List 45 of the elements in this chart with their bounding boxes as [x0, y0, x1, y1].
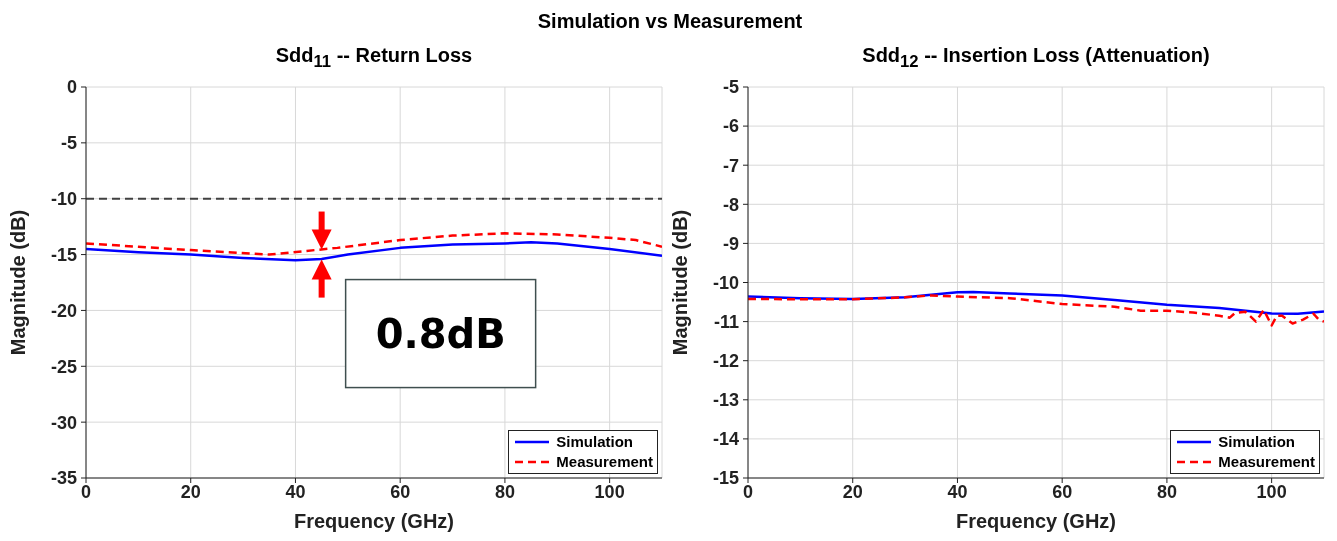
- x-tick-label: 20: [180, 481, 201, 502]
- y-tick-label: -8: [722, 194, 739, 215]
- y-tick-label: -11: [713, 311, 739, 332]
- y-tick-label: -15: [50, 244, 77, 265]
- y-tick-label: -7: [722, 155, 739, 176]
- y-tick-label: -5: [722, 77, 739, 98]
- y-tick-label: -9: [722, 233, 739, 254]
- x-axis-title: Frequency (GHz): [955, 510, 1117, 532]
- chart-title: Sdd$_{12}$ -- Insertion Loss (Attenuation): [861, 44, 1211, 72]
- y-tick-label: -14: [712, 429, 739, 450]
- y-tick-label: -12: [712, 351, 739, 372]
- x-tick-label: 100: [1256, 481, 1287, 502]
- x-tick-label: 40: [947, 481, 968, 502]
- x-tick-label: 0: [80, 481, 92, 502]
- text: Simulation vs Measurement: [536, 10, 804, 33]
- y-tick-label: -30: [50, 412, 77, 433]
- x-tick-label: 60: [1052, 481, 1073, 502]
- legend-label: Measurement: [556, 452, 653, 472]
- x-tick-label: 60: [390, 481, 411, 502]
- legend-label: Measurement: [1218, 452, 1315, 472]
- y-tick-label: -35: [50, 468, 77, 489]
- x-tick-label: 80: [494, 481, 515, 502]
- y-tick-label: -5: [60, 133, 77, 154]
- y-tick-label: -10: [712, 272, 739, 293]
- line-series: [86, 232, 662, 256]
- x-tick-label: 80: [1156, 481, 1177, 502]
- chart-title: Sdd$_{11}$ -- Return Loss: [274, 44, 474, 72]
- y-axis-title: Magnitude (dB): [7, 209, 30, 356]
- legend-label: Simulation: [1218, 432, 1295, 452]
- y-tick-label: -6: [722, 116, 739, 137]
- y-tick-label: 0: [66, 77, 77, 98]
- y-tick-label: -10: [50, 189, 77, 210]
- y-tick-label: -15: [712, 468, 739, 489]
- y-tick-label: -25: [50, 356, 77, 377]
- y-tick-label: -20: [50, 300, 77, 321]
- line-series: [748, 294, 1324, 327]
- legend-label: Simulation: [556, 432, 633, 452]
- x-tick-label: 40: [285, 481, 306, 502]
- annotation: 0.8dB: [375, 310, 506, 357]
- x-tick-label: 20: [842, 481, 863, 502]
- x-axis-title: Frequency (GHz): [293, 510, 455, 532]
- x-tick-label: 100: [594, 481, 625, 502]
- y-axis-title: Magnitude (dB): [669, 209, 692, 356]
- x-tick-label: 0: [742, 481, 754, 502]
- y-tick-label: -13: [712, 390, 739, 411]
